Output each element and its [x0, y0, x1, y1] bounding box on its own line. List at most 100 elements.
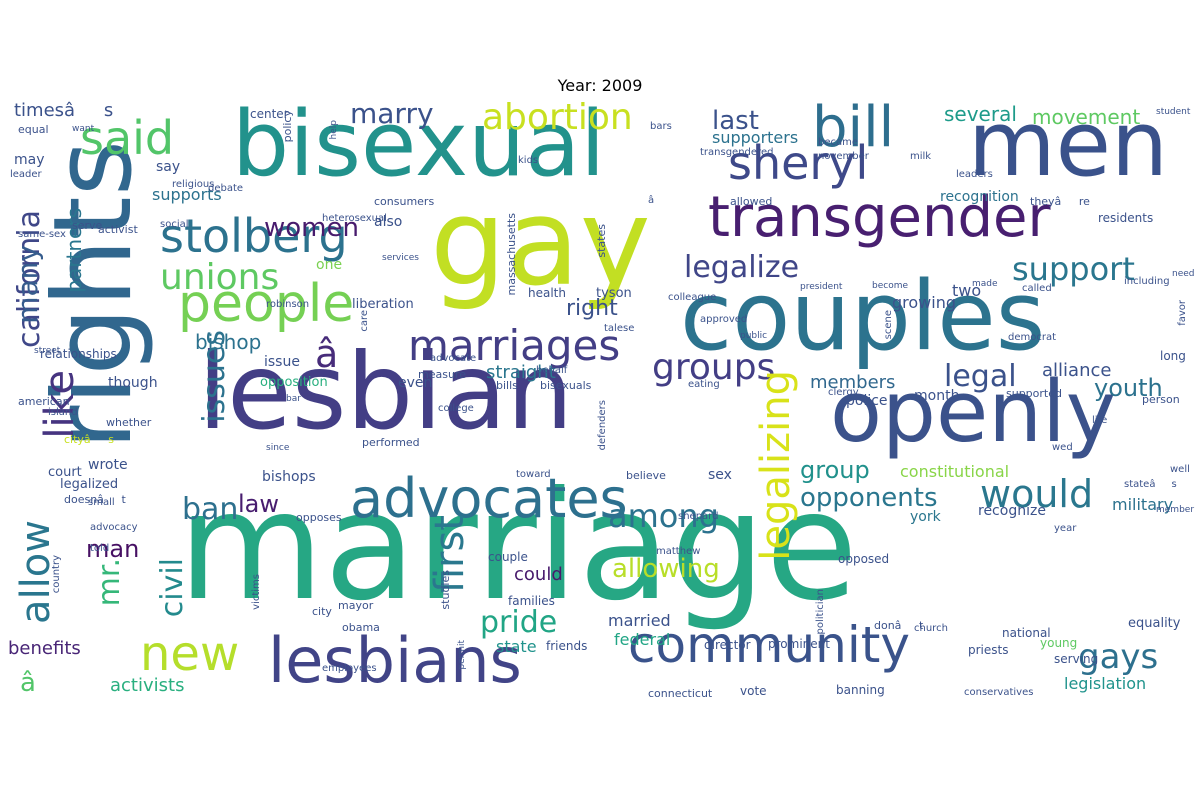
cloud-word: groups — [652, 347, 776, 388]
cloud-word: country — [51, 555, 62, 594]
cloud-word: victims — [251, 574, 262, 610]
cloud-word: supporters — [712, 128, 799, 147]
cloud-word: tyson — [596, 286, 632, 301]
cloud-word: marriage — [178, 460, 858, 634]
cloud-word: help — [329, 120, 339, 140]
cloud-word: since — [266, 443, 290, 453]
cloud-word: opposition — [260, 375, 328, 390]
cloud-word: become — [872, 281, 909, 291]
cloud-word: long — [1160, 349, 1186, 363]
cloud-word: also — [374, 214, 403, 230]
cloud-word: issue — [264, 354, 300, 370]
cloud-word: bisexual — [232, 100, 606, 197]
cloud-word: timesâs — [14, 100, 114, 121]
cloud-word: right — [566, 296, 618, 321]
cloud-word: group — [800, 456, 870, 484]
cloud-word: marriages — [408, 321, 621, 370]
cloud-word: religious — [172, 179, 215, 190]
cloud-word: â — [20, 668, 78, 698]
cloud-word: small — [88, 497, 115, 508]
cloud-word: constitutional — [900, 462, 1010, 481]
cloud-word: opposed — [838, 552, 890, 566]
cloud-word: allow — [13, 520, 59, 624]
cloud-word: would — [980, 472, 1094, 516]
cloud-word: shepard — [678, 511, 719, 522]
cloud-word: want — [72, 124, 95, 134]
cloud-word: city — [312, 605, 332, 618]
cloud-word: court — [48, 465, 82, 480]
cloud-word: made — [972, 279, 998, 289]
cloud-word: debate — [208, 183, 244, 194]
cloud-word: abortion — [482, 100, 633, 138]
cloud-word: movement — [1032, 105, 1141, 129]
cloud-word: york — [910, 509, 941, 525]
cloud-word: lesbian — [198, 331, 574, 453]
cloud-word: conservatives — [964, 687, 1034, 698]
cloud-word: mr. — [92, 558, 127, 607]
cloud-word: including — [1124, 276, 1170, 287]
cloud-word: milk — [910, 151, 932, 162]
cloud-word: national — [1002, 626, 1051, 640]
cloud-word: state — [496, 637, 537, 656]
cloud-word: measure — [418, 368, 466, 381]
cloud-word: employees — [322, 663, 377, 674]
cloud-word: advocate — [430, 353, 477, 364]
cloud-word: ban — [182, 492, 239, 527]
cloud-word: gays — [1078, 637, 1159, 677]
cloud-word: vote — [740, 684, 767, 698]
cloud-word: friends — [546, 639, 588, 653]
cloud-word: mayor — [338, 599, 374, 612]
cloud-word: opposes — [296, 511, 342, 524]
cloud-word: obama — [342, 621, 380, 634]
cloud-word: student — [1156, 107, 1191, 117]
cloud-word: legalize — [684, 250, 800, 285]
cloud-word: robinson — [266, 299, 310, 310]
cloud-word: stolberg — [160, 209, 348, 263]
cloud-word: well — [1170, 464, 1190, 475]
cloud-word: equality — [1128, 616, 1181, 631]
cloud-word: transgender — [708, 185, 1051, 250]
cloud-word: believe — [626, 469, 666, 482]
cloud-word: banning — [836, 683, 885, 697]
cloud-word: legal — [944, 359, 1017, 394]
cloud-word: bars — [650, 121, 672, 132]
cloud-word: alliance — [1042, 360, 1112, 381]
cloud-word: donât — [874, 619, 924, 632]
cloud-word: sex — [708, 467, 732, 483]
cloud-word: bills — [496, 379, 518, 392]
cloud-word: legislation — [1064, 674, 1147, 693]
cloud-word: legalized — [60, 477, 119, 492]
cloud-word: may — [14, 152, 45, 168]
cloud-word: many — [11, 245, 44, 324]
cloud-word: allowed — [730, 195, 773, 208]
cloud-word: democrat — [1008, 332, 1057, 343]
cloud-word: politician — [815, 589, 826, 635]
cloud-word: married — [608, 611, 671, 630]
cloud-word: straight — [486, 362, 556, 383]
cloud-word: one — [316, 257, 343, 273]
cloud-word: say — [156, 159, 181, 175]
cloud-word: november — [818, 151, 869, 162]
cloud-word: activist — [98, 223, 138, 236]
cloud-word: men — [968, 100, 1169, 197]
cloud-word: pride — [480, 605, 558, 640]
cloud-word: studies — [439, 570, 452, 610]
cloud-word: advocacy — [90, 522, 138, 533]
cloud-word: scene — [883, 310, 894, 340]
cloud-word: youth — [1094, 374, 1163, 402]
cloud-word: supported — [1006, 387, 1062, 400]
cloud-word: benefits — [8, 638, 81, 659]
cloud-word: said — [80, 111, 175, 165]
cloud-word: openly — [830, 363, 1117, 462]
cloud-word: approved — [700, 314, 748, 325]
cloud-word: island — [48, 407, 78, 418]
cloud-word: unions — [160, 257, 280, 298]
cloud-word: toward — [516, 469, 551, 480]
cloud-word: residents — [1098, 211, 1154, 225]
cloud-word: theyâre — [1030, 195, 1090, 208]
cloud-word: members — [810, 372, 896, 393]
cloud-word: wrote — [88, 457, 128, 473]
cloud-word: consumers — [374, 195, 435, 208]
cloud-word: talese — [604, 323, 635, 334]
